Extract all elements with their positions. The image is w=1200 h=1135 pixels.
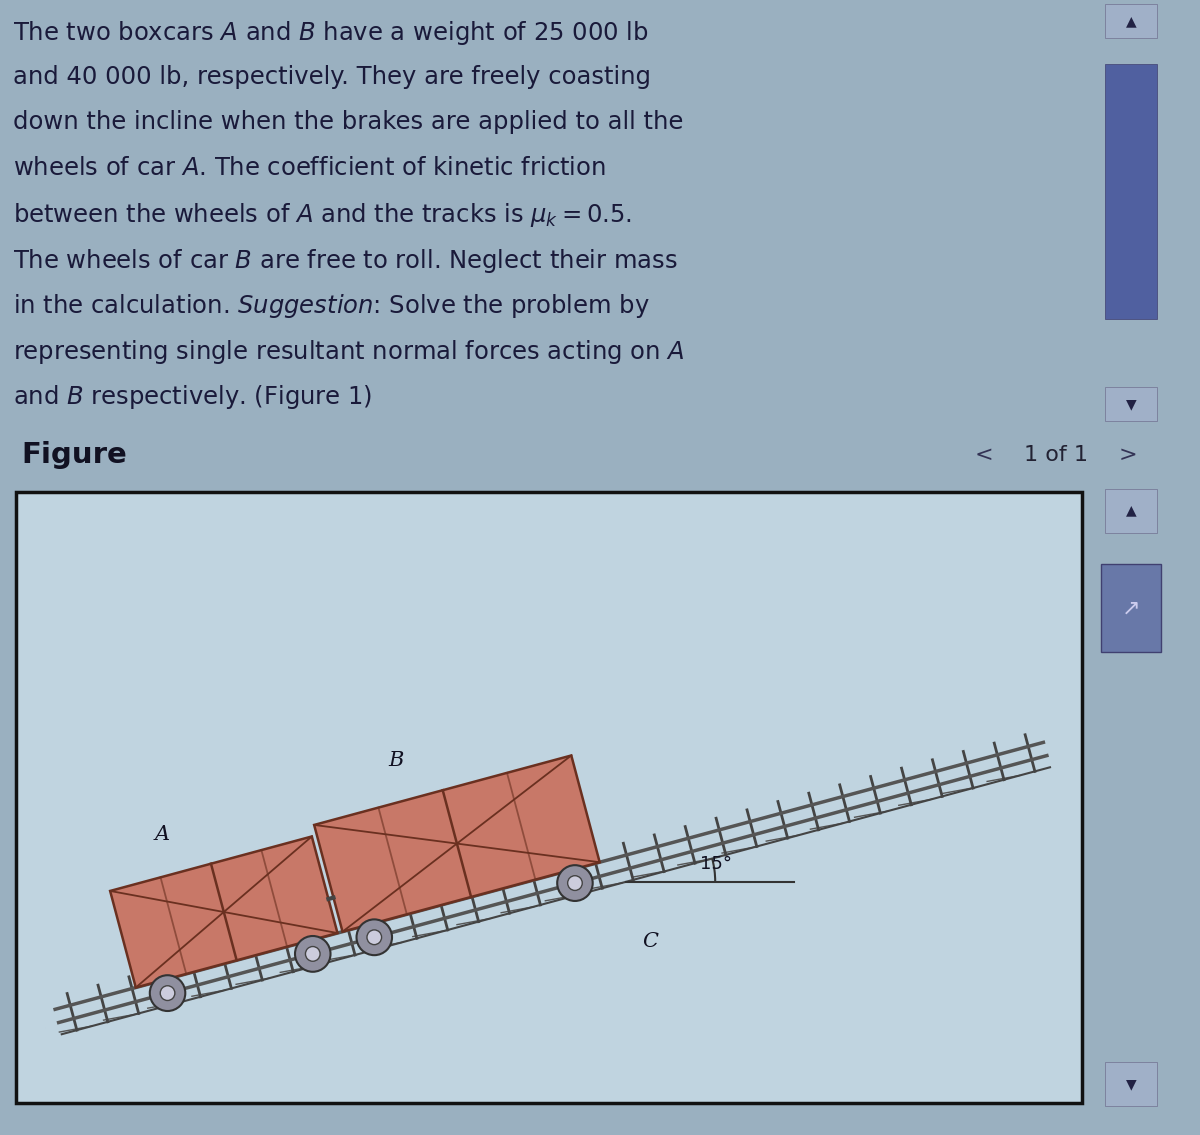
Text: C: C <box>642 932 659 951</box>
Text: between the wheels of $\mathit{A}$ and the tracks is $\mu_k = 0.5$.: between the wheels of $\mathit{A}$ and t… <box>13 201 632 229</box>
Text: ▼: ▼ <box>1126 1077 1136 1091</box>
Circle shape <box>568 876 582 891</box>
Text: 15°: 15° <box>700 855 732 873</box>
Text: ▼: ▼ <box>1126 397 1136 411</box>
Text: 1 of 1: 1 of 1 <box>1024 445 1088 465</box>
FancyBboxPatch shape <box>1104 5 1158 39</box>
Circle shape <box>295 936 330 972</box>
Text: ▲: ▲ <box>1126 15 1136 28</box>
Polygon shape <box>110 836 337 987</box>
Text: The wheels of car $\mathit{B}$ are free to roll. Neglect their mass: The wheels of car $\mathit{B}$ are free … <box>13 247 678 275</box>
FancyBboxPatch shape <box>1104 489 1158 532</box>
Text: wheels of car $\mathit{A}$. The coefficient of kinetic friction: wheels of car $\mathit{A}$. The coeffici… <box>13 155 606 179</box>
Text: B: B <box>389 751 403 771</box>
Text: and 40 000 lb, respectively. They are freely coasting: and 40 000 lb, respectively. They are fr… <box>13 65 652 89</box>
Text: >: > <box>1118 445 1138 465</box>
Circle shape <box>356 919 392 956</box>
Text: The two boxcars $\mathit{A}$ and $\mathit{B}$ have a weight of 25 000 lb: The two boxcars $\mathit{A}$ and $\mathi… <box>13 19 649 48</box>
Circle shape <box>367 930 382 944</box>
Text: Figure: Figure <box>22 442 127 469</box>
Text: and $\mathit{B}$ respectively. (Figure 1): and $\mathit{B}$ respectively. (Figure 1… <box>13 384 372 412</box>
Text: <: < <box>974 445 994 465</box>
Circle shape <box>306 947 320 961</box>
FancyBboxPatch shape <box>17 491 1081 1103</box>
FancyBboxPatch shape <box>1104 387 1158 421</box>
Circle shape <box>161 986 175 1000</box>
FancyBboxPatch shape <box>1104 64 1158 319</box>
Polygon shape <box>314 756 600 932</box>
Text: ↗: ↗ <box>1122 598 1140 619</box>
Text: in the calculation. $\mathit{Suggestion}$: Solve the problem by: in the calculation. $\mathit{Suggestion}… <box>13 293 650 320</box>
FancyBboxPatch shape <box>1102 564 1160 653</box>
Circle shape <box>150 975 185 1011</box>
Text: A: A <box>155 825 170 844</box>
Text: representing single resultant normal forces acting on $\mathit{A}$: representing single resultant normal for… <box>13 338 685 365</box>
Text: down the incline when the brakes are applied to all the: down the incline when the brakes are app… <box>13 110 684 134</box>
Circle shape <box>557 865 593 901</box>
FancyBboxPatch shape <box>1104 1062 1158 1105</box>
Text: ▲: ▲ <box>1126 504 1136 518</box>
